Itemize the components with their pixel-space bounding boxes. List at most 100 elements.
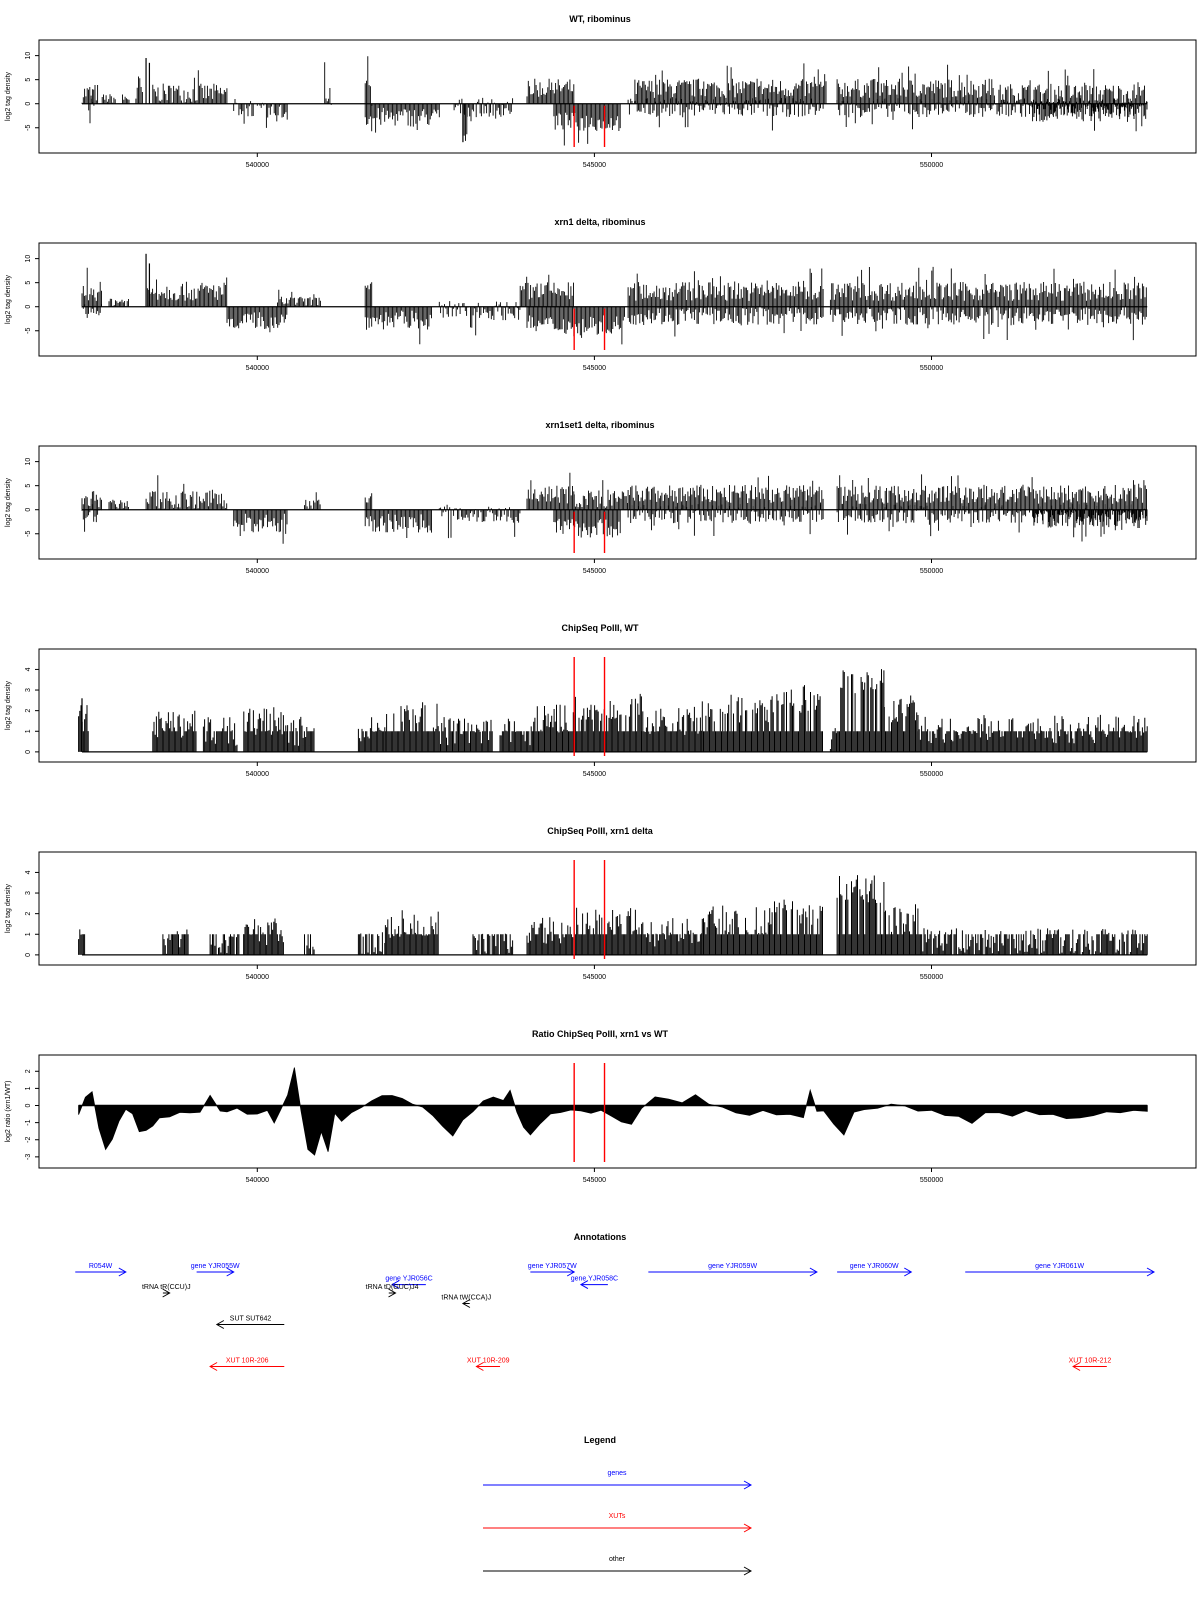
feature-gene: gene YJR059W xyxy=(648,1263,818,1277)
plus-strand-segment xyxy=(81,491,102,510)
plus-strand-segment xyxy=(998,69,1148,104)
annotations-panel: Annotations R054W gene YJR055W gene YJR056C… xyxy=(75,1232,1156,1371)
minus-strand-segment xyxy=(553,103,621,146)
coverage-segment xyxy=(202,717,238,752)
y-axis-label: log2 tag density xyxy=(5,477,12,527)
y-tick-label: 4 xyxy=(25,870,32,874)
plus-strand-segment xyxy=(108,298,129,307)
y-tick-label: 5 xyxy=(25,484,32,488)
chart-panel-4: ChipSeq PolII, WT log2 tag density 0 1 2 3 4 54… xyxy=(5,623,1197,778)
coverage-segment xyxy=(701,694,770,752)
y-tick-label: -5 xyxy=(25,125,32,131)
feature-label: gene YJR055W xyxy=(191,1263,240,1270)
feature-arrowhead xyxy=(391,1280,400,1290)
y-tick-label: 0 xyxy=(25,750,32,754)
signal-series xyxy=(81,253,1148,345)
minus-strand-segment xyxy=(829,305,1147,341)
coverage-segment xyxy=(769,899,823,955)
feature-gene: gene YJR055W xyxy=(191,1263,240,1277)
minus-strand-segment xyxy=(81,304,102,318)
y-tick-label: 1 xyxy=(25,1086,32,1090)
feature-other: SUT SUT642 xyxy=(215,1316,285,1329)
y-tick-label: 5 xyxy=(25,78,32,82)
y-tick-label: 0 xyxy=(25,305,32,309)
feature-arrowhead xyxy=(579,1280,589,1290)
feature-arrowhead xyxy=(215,1320,225,1329)
plus-strand-segment xyxy=(277,289,321,307)
legend: Legend genes XUTs other xyxy=(483,1435,753,1576)
y-tick-label: -3 xyxy=(25,1154,32,1160)
legend-arrowhead xyxy=(743,1566,753,1576)
legend-arrowhead xyxy=(743,1523,753,1533)
chart-panel-3: xrn1set1 delta, ribominus log2 tag densit… xyxy=(5,420,1197,575)
y-axis-label: log2 tag density xyxy=(5,71,12,121)
y-tick-label: 2 xyxy=(25,1069,32,1073)
chart-title: ChipSeq PolII, xrn1 delta xyxy=(547,826,654,836)
y-tick-label: -1 xyxy=(25,1119,32,1125)
plus-strand-segment xyxy=(135,76,143,104)
legend-item: XUTs xyxy=(483,1513,753,1533)
ratio-area xyxy=(78,1067,1148,1156)
coverage-segment xyxy=(472,933,514,955)
x-tick-label: 550000 xyxy=(920,568,943,575)
feature-label: gene YJR060W xyxy=(850,1263,899,1270)
signal-series xyxy=(81,472,1148,544)
coverage-segment xyxy=(287,716,315,752)
feature-gene: R054W xyxy=(75,1263,127,1277)
chart-panel-6: Ratio ChipSeq PolII, xrn1 vs WT log2 rati… xyxy=(5,1029,1197,1184)
y-tick-label: 2 xyxy=(25,709,32,713)
plus-strand-segment xyxy=(364,282,373,307)
y-tick-label: -2 xyxy=(25,1137,32,1143)
y-tick-label: 10 xyxy=(25,52,32,60)
annotations-title: Annotations xyxy=(574,1232,627,1242)
feature-arrowhead xyxy=(118,1267,127,1277)
y-tick-label: 0 xyxy=(25,102,32,106)
minus-strand-segment xyxy=(438,504,521,539)
x-tick-label: 550000 xyxy=(920,162,943,169)
coverage-segment xyxy=(472,719,493,752)
plus-strand-segment xyxy=(145,277,228,307)
coverage-segment xyxy=(917,714,1148,752)
feature-xut: XUT 10R-212 xyxy=(1069,1358,1112,1371)
coverage-segment xyxy=(836,669,885,752)
signal-series xyxy=(78,1067,1148,1156)
feature-label: gene YJR059W xyxy=(708,1263,757,1270)
coverage-segment xyxy=(384,910,439,955)
feature-label: XUT 10R-209 xyxy=(467,1358,510,1365)
plus-strand-segment xyxy=(145,475,228,510)
feature-arrowhead xyxy=(1072,1362,1081,1371)
chart-title: Ratio ChipSeq PolII, xrn1 vs WT xyxy=(532,1029,669,1039)
minus-strand-segment xyxy=(1032,102,1148,127)
x-tick-label: 545000 xyxy=(583,771,606,778)
coverage-segment xyxy=(641,706,703,752)
plus-strand-segment xyxy=(122,94,130,104)
feature-arrowhead xyxy=(388,1288,397,1298)
plot-frame xyxy=(38,851,1197,966)
feature-label: XUT 10R-206 xyxy=(226,1358,269,1365)
plus-strand-segment xyxy=(152,70,228,104)
feature-label: gene YJR057W xyxy=(528,1263,577,1270)
feature-arrowhead xyxy=(904,1267,913,1277)
feature-label: XUT 10R-212 xyxy=(1069,1358,1112,1365)
y-axis-label: log2 ratio (xrn1/WT) xyxy=(5,1081,12,1143)
coverage-segment xyxy=(243,707,288,752)
coverage-segment xyxy=(438,717,474,752)
feature-label: tRNA tW(CCA)J xyxy=(441,1295,491,1302)
minus-strand-segment xyxy=(88,98,96,124)
coverage-segment xyxy=(162,929,189,955)
x-tick-label: 550000 xyxy=(920,771,943,778)
legend-item: other xyxy=(483,1556,753,1576)
x-tick-label: 545000 xyxy=(583,568,606,575)
x-tick-label: 540000 xyxy=(246,568,269,575)
plus-strand-segment xyxy=(836,64,995,104)
minus-strand-segment xyxy=(836,98,1147,132)
plus-strand-segment xyxy=(526,472,575,510)
x-tick-label: 540000 xyxy=(246,771,269,778)
y-tick-label: 10 xyxy=(25,255,32,263)
x-tick-label: 550000 xyxy=(920,974,943,981)
feature-arrowhead xyxy=(162,1288,171,1298)
y-tick-label: 4 xyxy=(25,667,32,671)
legend-item: genes xyxy=(483,1470,753,1490)
feature-arrowhead xyxy=(461,1299,471,1308)
minus-strand-segment xyxy=(226,306,288,333)
